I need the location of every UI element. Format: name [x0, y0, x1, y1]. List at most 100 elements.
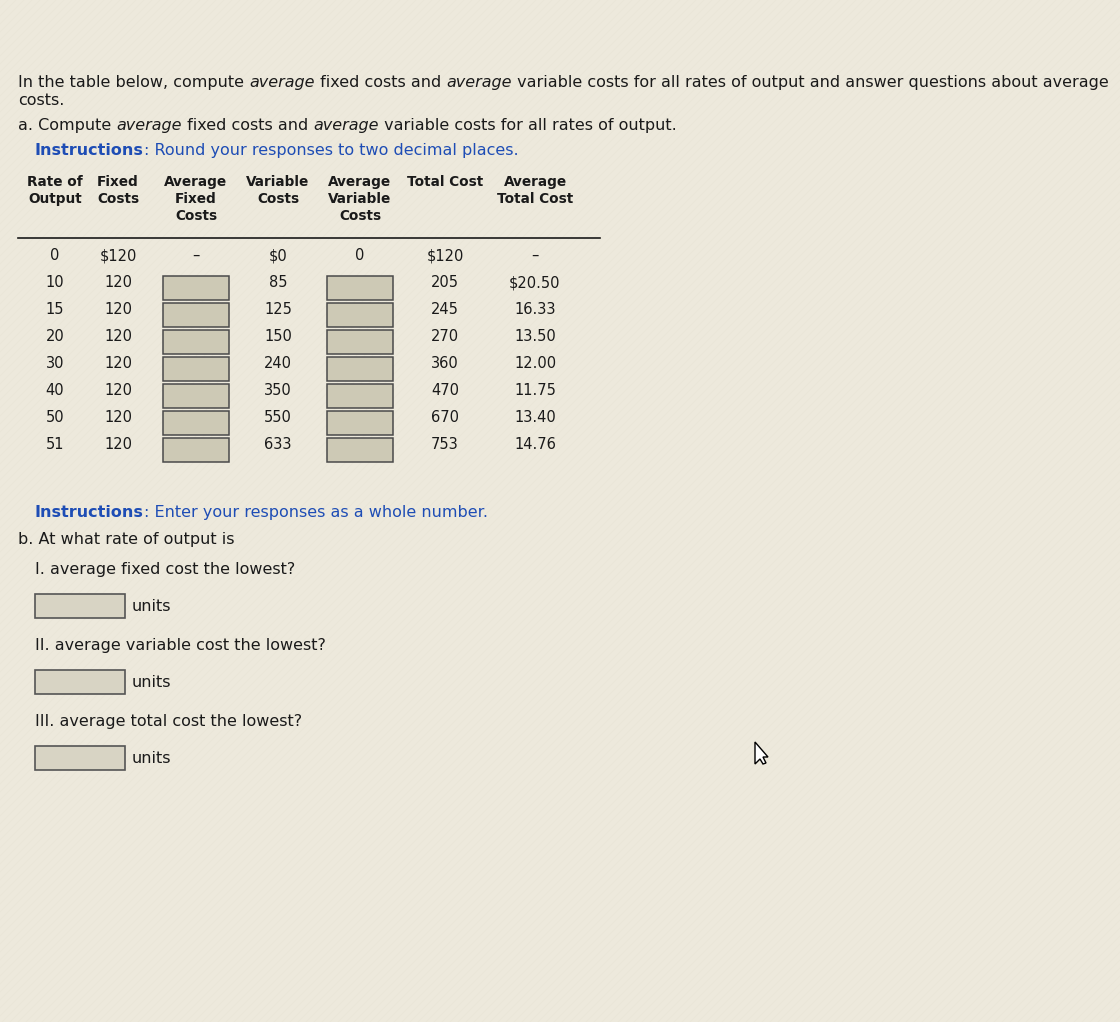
Text: 245: 245 [431, 301, 459, 317]
Text: units: units [132, 750, 171, 765]
Text: 120: 120 [104, 437, 132, 452]
Text: 240: 240 [264, 356, 292, 371]
Text: 120: 120 [104, 301, 132, 317]
Text: average: average [249, 75, 315, 90]
Bar [327, 303, 393, 327]
Text: I. average fixed cost the lowest?: I. average fixed cost the lowest? [35, 562, 296, 577]
Bar [164, 303, 228, 327]
Bar [327, 411, 393, 435]
Bar [327, 438, 393, 462]
Text: 350: 350 [264, 383, 292, 398]
Text: : Round your responses to two decimal places.: : Round your responses to two decimal pl… [143, 143, 519, 158]
Text: –: – [531, 248, 539, 263]
Text: 30: 30 [46, 356, 64, 371]
Text: Average
Total Cost: Average Total Cost [497, 175, 573, 205]
Text: 205: 205 [431, 275, 459, 290]
Bar [327, 357, 393, 381]
Text: 40: 40 [46, 383, 64, 398]
Bar [327, 357, 393, 381]
Bar [327, 276, 393, 300]
Bar [327, 411, 393, 435]
Bar [327, 384, 393, 408]
Bar [164, 384, 228, 408]
Text: 16.33: 16.33 [514, 301, 556, 317]
Text: 50: 50 [46, 410, 64, 425]
Text: 120: 120 [104, 329, 132, 344]
Text: 360: 360 [431, 356, 459, 371]
Text: variable costs for all rates of output and answer questions about average: variable costs for all rates of output a… [512, 75, 1109, 90]
Text: 13.40: 13.40 [514, 410, 556, 425]
Text: Average
Variable
Costs: Average Variable Costs [328, 175, 392, 223]
Text: 120: 120 [104, 356, 132, 371]
Text: 120: 120 [104, 275, 132, 290]
Text: 12.00: 12.00 [514, 356, 556, 371]
Text: variable costs for all rates of output.: variable costs for all rates of output. [379, 118, 676, 133]
Text: II. average variable cost the lowest?: II. average variable cost the lowest? [35, 638, 326, 653]
Bar [327, 276, 393, 300]
Bar [35, 670, 125, 694]
Bar [164, 330, 228, 354]
Bar [327, 438, 393, 462]
Text: average: average [116, 118, 181, 133]
Text: 13.50: 13.50 [514, 329, 556, 344]
Text: 120: 120 [104, 383, 132, 398]
Text: 125: 125 [264, 301, 292, 317]
Text: 20: 20 [46, 329, 64, 344]
Text: Total Cost: Total Cost [407, 175, 483, 189]
Text: a. Compute: a. Compute [18, 118, 116, 133]
Text: In the table below, compute: In the table below, compute [18, 75, 249, 90]
Text: average: average [446, 75, 512, 90]
Text: units: units [132, 599, 171, 613]
Text: –: – [193, 248, 199, 263]
Bar [327, 330, 393, 354]
Text: 470: 470 [431, 383, 459, 398]
Text: 0: 0 [50, 248, 59, 263]
Text: 753: 753 [431, 437, 459, 452]
Bar [164, 330, 228, 354]
Bar [164, 276, 228, 300]
Bar [327, 303, 393, 327]
Bar [164, 303, 228, 327]
Text: $120: $120 [100, 248, 137, 263]
Bar [35, 746, 125, 770]
Bar [327, 330, 393, 354]
Bar [327, 384, 393, 408]
Bar [164, 384, 228, 408]
Text: $20.50: $20.50 [510, 275, 561, 290]
Text: 85: 85 [269, 275, 287, 290]
Text: 0: 0 [355, 248, 365, 263]
Text: Instructions: Instructions [35, 143, 143, 158]
Text: III. average total cost the lowest?: III. average total cost the lowest? [35, 714, 302, 729]
Bar [164, 438, 228, 462]
Text: 550: 550 [264, 410, 292, 425]
Text: 270: 270 [431, 329, 459, 344]
Text: $0: $0 [269, 248, 288, 263]
Text: 633: 633 [264, 437, 291, 452]
Polygon shape [755, 742, 768, 764]
Text: : Enter your responses as a whole number.: : Enter your responses as a whole number… [143, 505, 488, 520]
Text: units: units [132, 675, 171, 690]
Text: Variable
Costs: Variable Costs [246, 175, 309, 205]
Text: fixed costs and: fixed costs and [181, 118, 314, 133]
Bar [164, 411, 228, 435]
Text: 14.76: 14.76 [514, 437, 556, 452]
Text: 670: 670 [431, 410, 459, 425]
Text: Average
Fixed
Costs: Average Fixed Costs [165, 175, 227, 223]
Text: fixed costs and: fixed costs and [315, 75, 446, 90]
Bar [164, 357, 228, 381]
Text: Rate of
Output: Rate of Output [27, 175, 83, 205]
Bar [164, 357, 228, 381]
Text: Instructions: Instructions [35, 505, 143, 520]
Bar [35, 594, 125, 618]
Text: 10: 10 [46, 275, 64, 290]
Text: 150: 150 [264, 329, 292, 344]
Bar [164, 411, 228, 435]
Bar [164, 276, 228, 300]
Text: Fixed
Costs: Fixed Costs [97, 175, 139, 205]
Text: 15: 15 [46, 301, 64, 317]
Text: $120: $120 [427, 248, 464, 263]
Text: average: average [314, 118, 379, 133]
Text: 120: 120 [104, 410, 132, 425]
Text: 11.75: 11.75 [514, 383, 556, 398]
Bar [164, 438, 228, 462]
